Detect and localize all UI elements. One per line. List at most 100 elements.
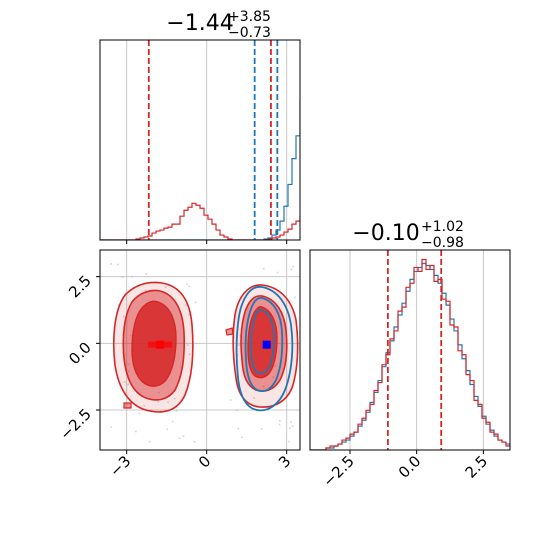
scatter-point (143, 405, 145, 407)
scatter-point (188, 285, 190, 288)
scatter-point (289, 427, 291, 429)
hist-step-blue (100, 100, 300, 240)
scatter-point (117, 263, 119, 266)
scatter-point (237, 427, 240, 430)
hist-x-quantile-lines (147, 40, 279, 240)
best-fit-marker-band (148, 341, 172, 348)
panel-contour-xy: −3 0 3 2.5 0.0 −2.5 (56, 249, 301, 480)
scatter-point (272, 376, 275, 378)
scatter-point (166, 428, 169, 430)
red-right-contour-inner (247, 306, 278, 379)
hist-x-title-value: −1.44 (166, 11, 233, 36)
hist-x-series (100, 100, 300, 240)
scatter-point (290, 268, 293, 271)
scatter-point (121, 276, 124, 278)
hist-y-grid (349, 250, 484, 450)
x-tick-label: 3 (275, 452, 294, 471)
panel-hist-x: −1.44 +3.85 −0.73 (99, 9, 301, 244)
hist-y-title-minus: −0.98 (421, 235, 464, 251)
scatter-point (288, 440, 290, 443)
scatter-point (229, 399, 232, 401)
hist-x-grid (126, 40, 288, 240)
hist-step-red (310, 258, 510, 450)
hist-y-title-plus: +1.02 (421, 219, 464, 235)
scatter-point (292, 265, 295, 268)
scatter-point (260, 428, 263, 430)
hist-y-title: −0.10 (352, 221, 419, 246)
y-tick-label: 0.0 (65, 338, 95, 368)
scatter-point (110, 426, 112, 428)
scatter-point (127, 370, 130, 373)
scatter-point (148, 440, 151, 443)
scatter-point (145, 273, 147, 275)
scatter-point (110, 263, 112, 265)
x-tick-label: −2.5 (319, 452, 357, 490)
hist-x-title: −1.44 (166, 11, 233, 36)
scatter-point (294, 296, 296, 299)
scatter-point (173, 397, 176, 400)
hist-x-ticks (126, 240, 288, 244)
scatter-point (262, 385, 264, 388)
scatter-point (157, 400, 159, 403)
scatter-point (187, 344, 189, 346)
scatter-point (175, 410, 178, 412)
red-outlier-contour (123, 402, 132, 409)
scatter-point (164, 286, 167, 288)
scatter-point (171, 420, 174, 423)
blue-right-contour-inner (250, 308, 275, 374)
scatter-point (193, 440, 196, 443)
hist-y-title-value: −0.10 (352, 221, 419, 246)
scatter-point (124, 381, 126, 383)
blue-right-contour-outer (235, 286, 294, 412)
hist-x-title-minus: −0.73 (228, 25, 271, 41)
x-tick-label: 2.5 (462, 452, 492, 482)
scatter-point (186, 283, 188, 285)
red-outlier-contour-2 (225, 327, 234, 336)
scatter-point (238, 344, 240, 346)
scatter-point (188, 353, 191, 356)
scatter-point (127, 363, 130, 366)
scatter-point (279, 420, 281, 422)
scatter-point (291, 425, 294, 428)
scatter-point (117, 304, 120, 306)
contour-frame (99, 249, 301, 451)
hist-y-quantile-lines (386, 250, 443, 450)
blue-right-contour-mid (244, 297, 284, 393)
scatter-point (167, 401, 169, 403)
y-tick-label: −2.5 (56, 405, 94, 443)
x-tick-label: 0.0 (395, 452, 425, 482)
hist-y-series (310, 258, 510, 450)
hist-x-title-plus: +3.85 (228, 9, 271, 25)
scatter-point (127, 383, 129, 386)
x-tick-label: −3 (106, 452, 134, 480)
scatter-point (274, 365, 276, 367)
hist-step-red (100, 202, 300, 240)
scatter-point (290, 421, 292, 423)
scatter-point (235, 409, 238, 412)
scatter-point (182, 435, 185, 437)
scatter-point (130, 334, 132, 337)
best-fit-marker-blue_marker (262, 340, 271, 349)
panel-hist-y: −2.5 0.0 2.5 −0.10 +1.02 −0.98 (309, 219, 511, 491)
hist-y-ticks: −2.5 0.0 2.5 (319, 450, 491, 491)
scatter-point (276, 271, 279, 274)
contour-best-fit-markers (148, 340, 271, 349)
scatter-point (158, 391, 160, 394)
scatter-point (263, 386, 265, 388)
scatter-point (278, 423, 281, 426)
scatter-point (233, 336, 235, 338)
x-tick-label: 0 (195, 452, 214, 471)
scatter-point (178, 437, 181, 439)
scatter-point (194, 301, 197, 304)
scatter-point (185, 304, 187, 306)
y-tick-label: 2.5 (65, 272, 95, 302)
hist-x-frame (99, 39, 301, 241)
scatter-point (253, 397, 255, 399)
scatter-point (135, 430, 137, 433)
scatter-point (138, 412, 141, 415)
scatter-point (144, 289, 147, 292)
scatter-point (241, 436, 243, 438)
scatter-point (123, 315, 125, 318)
scatter-point (262, 267, 265, 270)
